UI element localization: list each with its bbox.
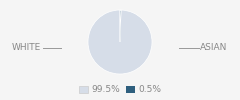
Text: WHITE: WHITE xyxy=(12,44,41,52)
Wedge shape xyxy=(88,10,152,74)
Legend: 99.5%, 0.5%: 99.5%, 0.5% xyxy=(75,82,165,98)
Text: ASIAN: ASIAN xyxy=(200,44,228,52)
Wedge shape xyxy=(120,10,121,42)
